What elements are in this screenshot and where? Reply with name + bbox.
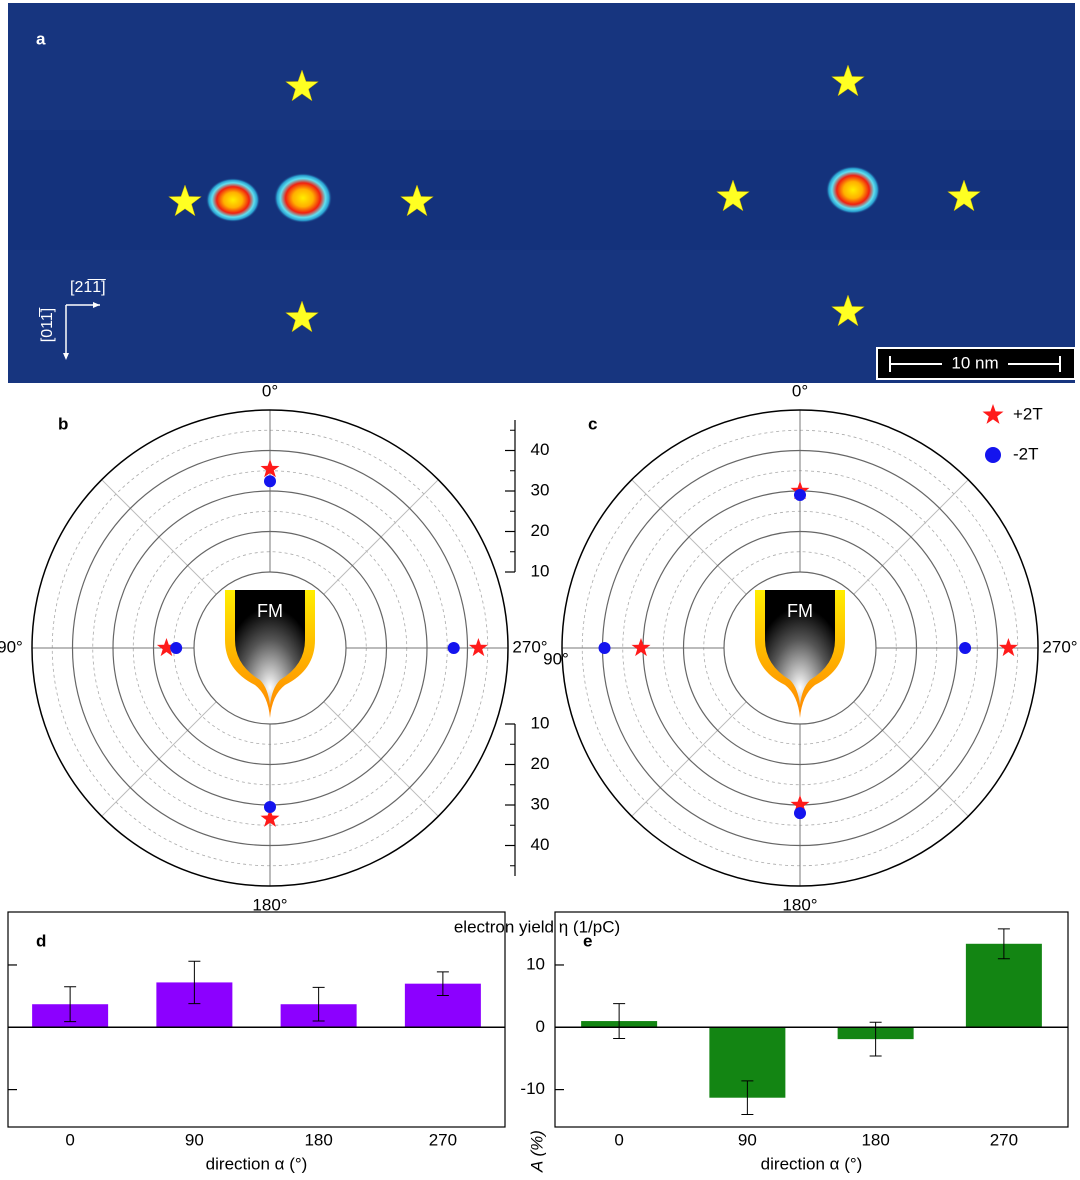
figure: a [21̅1̅] [011̅] 10 nm FM0°90°180°270°b1… (0, 0, 1080, 1180)
r-tick-label: 20 (531, 754, 550, 773)
theta-tick-label: 90° (543, 649, 569, 668)
r-tick-label: 30 (531, 794, 550, 813)
data-point (264, 475, 276, 487)
x-tick-label: 0 (65, 1130, 74, 1149)
panel-label: b (58, 414, 68, 433)
r-tick-label: 40 (531, 835, 550, 854)
x-tick-label: 180 (304, 1130, 332, 1149)
x-tick-label: 90 (185, 1130, 204, 1149)
x-tick-label: 180 (861, 1130, 889, 1149)
x-axis-label: direction α (°) (761, 1154, 863, 1173)
y-tick-label: 0 (536, 1017, 545, 1036)
r-tick-label: 30 (531, 480, 550, 499)
panel-label: a (36, 29, 46, 48)
legend-marker (985, 447, 1001, 463)
x-axis-label: direction α (°) (206, 1154, 308, 1173)
stm-image (8, 3, 1075, 383)
data-point (170, 642, 182, 654)
y-axis-label: A (%) (527, 1130, 546, 1173)
panel-label: e (583, 931, 592, 950)
data-point (999, 638, 1018, 656)
tip-label: FM (257, 601, 283, 621)
r-tick-label: 10 (531, 561, 550, 580)
data-point (264, 801, 276, 813)
data-point (794, 807, 806, 819)
data-point (959, 642, 971, 654)
theta-tick-label: 270° (1042, 637, 1077, 656)
legend-marker (983, 404, 1004, 424)
r-tick-label: 40 (531, 440, 550, 459)
data-point (469, 638, 488, 656)
x-tick-label: 270 (429, 1130, 457, 1149)
theta-tick-label: 0° (792, 381, 808, 400)
r-axis-label: electron yield η (1/pC) (454, 917, 620, 936)
r-tick-label: 10 (531, 713, 550, 732)
y-tick-label: -10 (520, 1079, 545, 1098)
direction-label: [011̅] (38, 307, 56, 342)
data-point (448, 642, 460, 654)
data-point (632, 638, 651, 656)
theta-tick-label: 0° (262, 381, 278, 400)
charts: FM0°90°180°270°b1020304010203040electron… (0, 381, 1078, 1173)
scale-bar-label: 10 nm (951, 353, 998, 372)
panel-label: c (588, 414, 597, 433)
x-tick-label: 90 (738, 1130, 757, 1149)
data-point (599, 642, 611, 654)
y-tick-label: 10 (526, 954, 545, 973)
tip-label: FM (787, 601, 813, 621)
direction-label: [21̅1̅] (70, 278, 106, 296)
legend-label: +2T (1013, 404, 1043, 423)
r-tick-label: 20 (531, 521, 550, 540)
panel-label: d (36, 931, 46, 950)
theta-tick-label: 90° (0, 637, 23, 656)
legend-label: -2T (1013, 444, 1039, 463)
data-point (794, 489, 806, 501)
x-tick-label: 0 (614, 1130, 623, 1149)
x-tick-label: 270 (990, 1130, 1018, 1149)
